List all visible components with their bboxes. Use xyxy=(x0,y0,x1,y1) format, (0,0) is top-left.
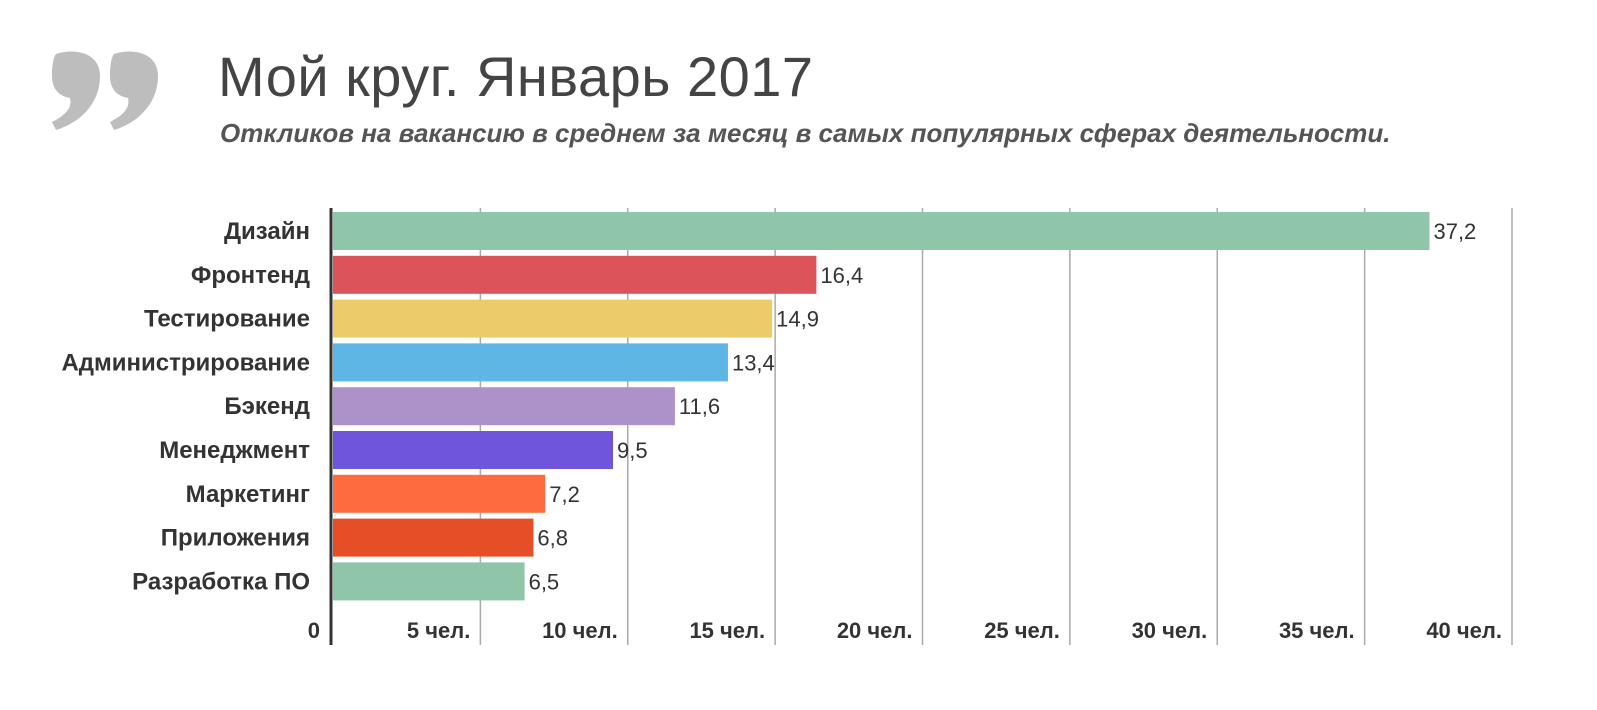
x-tick-label: 30 чел. xyxy=(1132,618,1208,643)
category-label: Приложения xyxy=(161,525,310,552)
bar xyxy=(333,212,1430,250)
category-label: Менеджмент xyxy=(159,437,310,464)
bar xyxy=(333,255,817,294)
bar xyxy=(333,387,675,426)
page-subtitle: Откликов на вакансию в среднем за месяц … xyxy=(220,118,1391,148)
bar xyxy=(333,562,525,601)
data-label: 6,5 xyxy=(529,569,560,594)
x-tick-label: 20 чел. xyxy=(837,618,913,643)
x-tick-label: 40 чел. xyxy=(1426,618,1502,643)
bar xyxy=(333,431,614,469)
data-label: 9,5 xyxy=(617,438,648,463)
quote-icon xyxy=(52,51,158,131)
labels: 0 5 чел. 10 чел. 15 чел. 20 чел. 25 чел. 30 че… xyxy=(61,218,1502,643)
data-label: 6,8 xyxy=(537,526,568,551)
x-tick-label: 25 чел. xyxy=(984,618,1060,643)
bar xyxy=(333,518,534,557)
bar xyxy=(333,299,773,338)
category-label: Маркетинг xyxy=(186,481,310,508)
data-label: 13,4 xyxy=(732,350,775,375)
page-title: Мой круг. Январь 2017 xyxy=(218,45,814,108)
data-label: 16,4 xyxy=(820,263,863,288)
category-label: Дизайн xyxy=(224,218,310,245)
x-tick-label: 35 чел. xyxy=(1279,618,1355,643)
category-label: Администрирование xyxy=(61,349,310,376)
bar xyxy=(333,474,546,513)
category-label: Тестирование xyxy=(144,306,310,333)
x-tick-label: 0 xyxy=(308,618,320,643)
data-label: 7,2 xyxy=(549,482,580,507)
category-label: Фронтенд xyxy=(191,262,310,289)
x-tick-label: 5 чел. xyxy=(407,618,470,643)
category-label: Разработка ПО xyxy=(132,568,310,595)
data-label: 11,6 xyxy=(679,394,720,419)
x-tick-label: 15 чел. xyxy=(689,618,765,643)
bars xyxy=(333,212,1430,601)
data-label: 14,9 xyxy=(776,307,819,332)
data-label: 37,2 xyxy=(1433,219,1476,244)
category-label: Бэкенд xyxy=(224,393,310,420)
bar xyxy=(333,343,728,382)
x-tick-label: 10 чел. xyxy=(542,618,618,643)
